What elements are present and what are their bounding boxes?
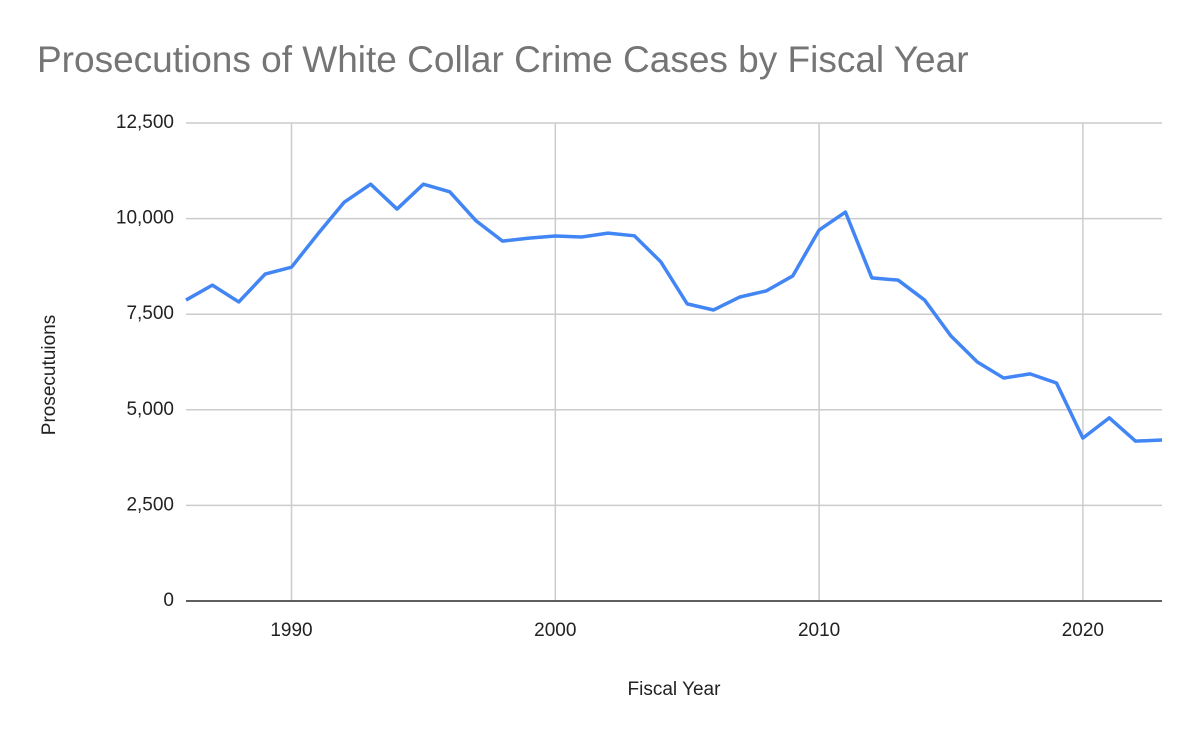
data-line <box>185 182 1163 443</box>
x-tick-label: 2000 <box>534 620 576 641</box>
chart-title: Prosecutions of White Collar Crime Cases… <box>37 39 969 80</box>
y-tick-label: 2,500 <box>126 494 174 515</box>
y-tick-label: 0 <box>163 590 174 611</box>
y-tick-label: 7,500 <box>126 303 174 324</box>
x-tick-label: 1990 <box>270 620 312 641</box>
y-tick-label: 5,000 <box>126 399 174 420</box>
y-axis-label: Prosecutuions <box>39 315 60 435</box>
x-axis-label: Fiscal Year <box>628 679 722 700</box>
x-tick-label: 2010 <box>798 620 840 641</box>
x-tick-label: 2020 <box>1062 620 1104 641</box>
y-tick-label: 12,500 <box>116 112 174 133</box>
y-tick-label: 10,000 <box>116 208 174 229</box>
